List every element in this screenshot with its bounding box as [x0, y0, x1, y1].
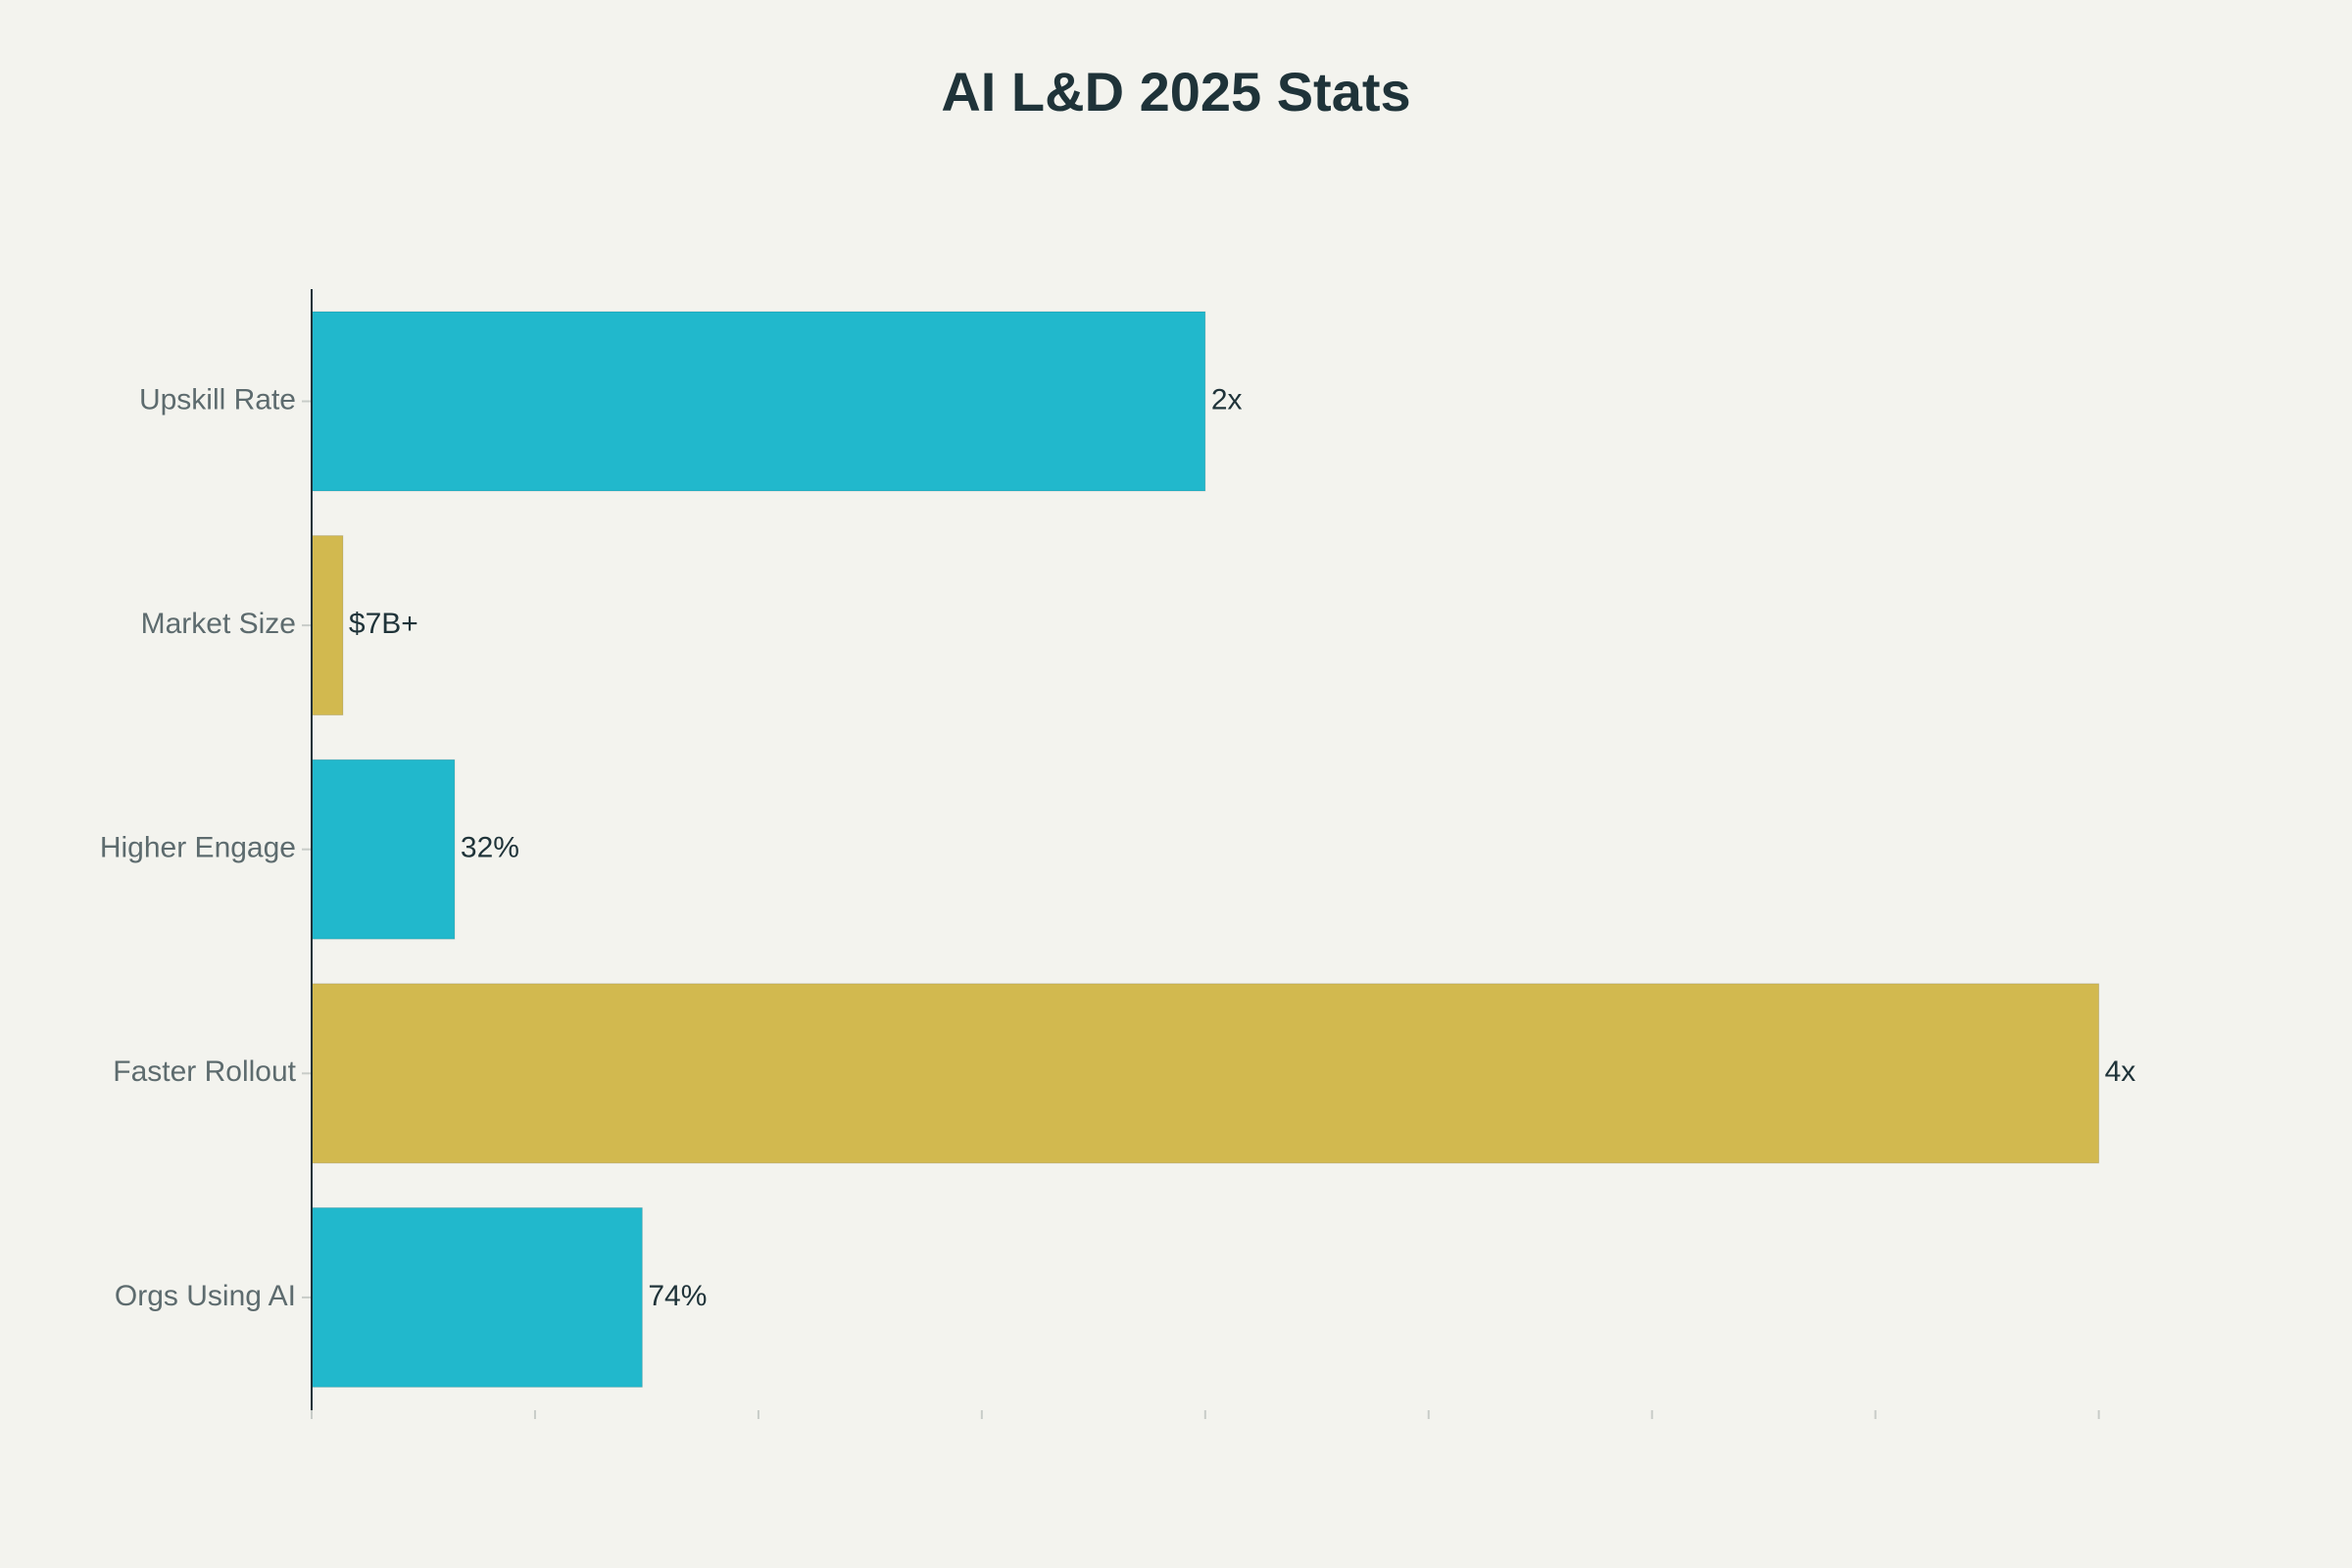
- y-tick-label: Faster Rollout: [113, 1055, 296, 1088]
- y-tick-label: Upskill Rate: [139, 383, 296, 416]
- value-label: 32%: [461, 832, 519, 864]
- chart-title: AI L&D 2025 Stats: [941, 61, 1410, 122]
- y-tick-label: Market Size: [141, 608, 296, 640]
- value-label: 4x: [2105, 1055, 2136, 1088]
- value-label: 2x: [1211, 383, 1243, 416]
- bar: [311, 535, 344, 716]
- y-tick-label: Orgs Using AI: [115, 1280, 296, 1312]
- bar: [311, 311, 1206, 492]
- y-tick-label: Higher Engage: [100, 832, 296, 864]
- value-label: 74%: [648, 1280, 707, 1312]
- bar: [311, 759, 456, 940]
- value-label: $7B+: [349, 608, 418, 640]
- bar: [311, 1206, 643, 1388]
- bar: [311, 983, 2100, 1164]
